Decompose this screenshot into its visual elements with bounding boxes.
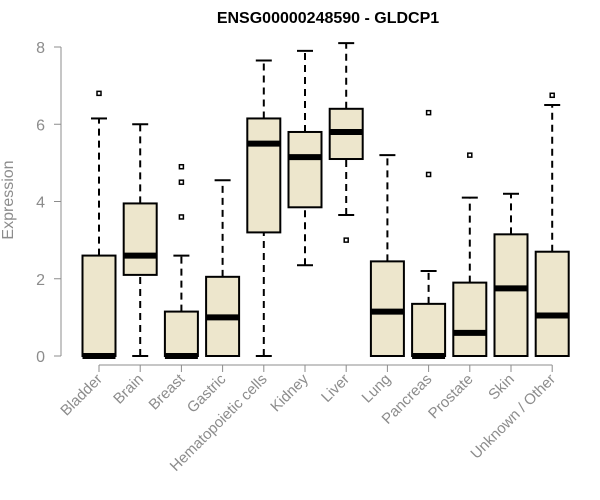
- outlier-point: [343, 237, 349, 243]
- box-unknown-other: [534, 92, 570, 357]
- box-skin: [493, 192, 529, 357]
- box-kidney: [287, 49, 323, 267]
- box-lung: [369, 154, 405, 357]
- boxes-group: [81, 42, 570, 359]
- box-liver: [328, 42, 364, 243]
- y-axis-label: Expression: [0, 160, 17, 239]
- x-tick-label: Liver: [318, 371, 353, 406]
- outlier-point: [178, 214, 185, 220]
- y-tick-label: 6: [36, 117, 45, 134]
- x-tick-label: Prostate: [425, 371, 477, 423]
- y-axis: 0 2 4 6 8: [36, 40, 62, 366]
- x-tick-label: Brain: [110, 371, 147, 408]
- box-bladder: [81, 90, 117, 359]
- outlier-point: [178, 163, 185, 170]
- iqr-box: [411, 302, 447, 358]
- iqr-box: [246, 117, 282, 234]
- outlier-point: [549, 92, 555, 99]
- outlier-point: [467, 152, 473, 158]
- y-tick-label: 8: [36, 40, 45, 57]
- outlier-point: [425, 171, 432, 178]
- box-pancreas: [411, 109, 447, 359]
- iqr-box: [163, 310, 199, 357]
- iqr-box: [534, 250, 570, 357]
- y-tick-label: 2: [36, 272, 45, 289]
- x-tick-label: Bladder: [57, 371, 106, 420]
- iqr-box: [493, 233, 529, 357]
- outlier-point: [96, 90, 102, 97]
- box-breast: [163, 163, 199, 359]
- y-tick-label: 4: [36, 195, 45, 212]
- iqr-box: [81, 254, 117, 357]
- box-prostate: [452, 152, 488, 357]
- x-tick-label: Kidney: [267, 370, 312, 415]
- chart-title: ENSG00000248590 - GLDCP1: [217, 10, 439, 27]
- outlier-point: [425, 109, 432, 116]
- iqr-box: [122, 202, 158, 276]
- iqr-box: [287, 130, 323, 209]
- x-tick-label: Breast: [146, 370, 189, 413]
- x-tick-label: Skin: [485, 371, 518, 404]
- outlier-point: [178, 179, 185, 185]
- box-gastric: [205, 179, 241, 358]
- iqr-box: [452, 281, 488, 357]
- y-tick-label: 0: [36, 349, 45, 366]
- x-tick-label: Lung: [359, 371, 395, 407]
- box-brain: [122, 123, 158, 357]
- box-hematopoietic-cells: [246, 59, 282, 357]
